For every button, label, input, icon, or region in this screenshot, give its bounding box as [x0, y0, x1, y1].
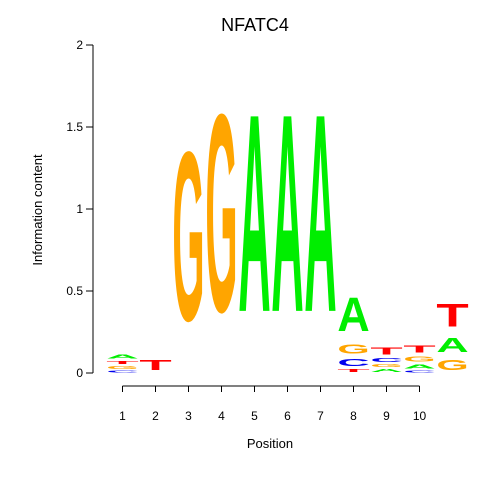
x-tick-label: 3 [185, 409, 192, 423]
x-axis-label: Position [247, 436, 293, 451]
x-tick-label: 1 [119, 409, 126, 423]
logo-letter-A-stack-9: A [370, 368, 402, 373]
logo-letter-G-stack-8: G [337, 342, 369, 357]
logo-letter-A-stack-10: A [403, 363, 435, 370]
x-tick-label: 6 [284, 409, 291, 423]
logo-letter-A-stack-5: A [238, 55, 270, 371]
logo-letter-T-stack-1: T [106, 360, 138, 365]
logo-letter-G-stack-4: G [205, 55, 237, 371]
logo-letter-G-stack-9: G [370, 363, 402, 368]
y-axis-label: Information content [30, 154, 45, 266]
y-tick-label: 1.5 [66, 120, 83, 134]
logo-letter-A-stack-6: A [271, 55, 303, 371]
logo-letter-G-stack-10: G [403, 355, 435, 363]
y-tick-label: 1 [76, 202, 83, 216]
x-tick-label: 2 [152, 409, 159, 423]
chart-title: NFATC4 [221, 15, 289, 35]
logo-letter-T-stack-11: T [436, 298, 469, 334]
logo-letter-C-stack-8: C [337, 357, 369, 368]
x-tick-label: 8 [350, 409, 357, 423]
logo-letter-T-stack-9: T [370, 345, 402, 357]
logo-letter-A-stack-7: A [304, 55, 336, 371]
logo-letter-C-stack-9: C [370, 357, 402, 364]
logo-letter-G-stack-1: G [106, 365, 138, 370]
logo-letter-A-stack-11: A [436, 334, 468, 357]
y-tick-label: 0 [76, 366, 83, 380]
x-tick-label: 7 [317, 409, 324, 423]
logo-letter-G-stack-3: G [172, 101, 204, 371]
y-axis: 0 0.5 1 1.5 2 [66, 38, 94, 380]
x-axis: 1 2 3 4 5 6 7 8 9 10 [119, 385, 427, 423]
logo-letter-C-stack-1: C [106, 370, 138, 373]
x-tick-label: 5 [251, 409, 258, 423]
x-tick-label: 10 [413, 409, 427, 423]
x-tick-label: 4 [218, 409, 225, 423]
y-tick-label: 2 [76, 38, 83, 52]
logo-letter-T-stack-10: T [403, 344, 435, 356]
logo-letter-A-stack-1: A [106, 353, 138, 360]
logo-letter-T-stack-2: T [139, 357, 172, 373]
logo-letter-G-stack-11: G [436, 357, 468, 373]
y-tick-label: 0.5 [66, 284, 83, 298]
logo-letter-A-stack-8: A [337, 288, 369, 342]
logo-letter-T-stack-8: T [337, 368, 369, 373]
x-tick-label: 9 [383, 409, 390, 423]
logo-letter-C-stack-10: C [403, 370, 435, 373]
